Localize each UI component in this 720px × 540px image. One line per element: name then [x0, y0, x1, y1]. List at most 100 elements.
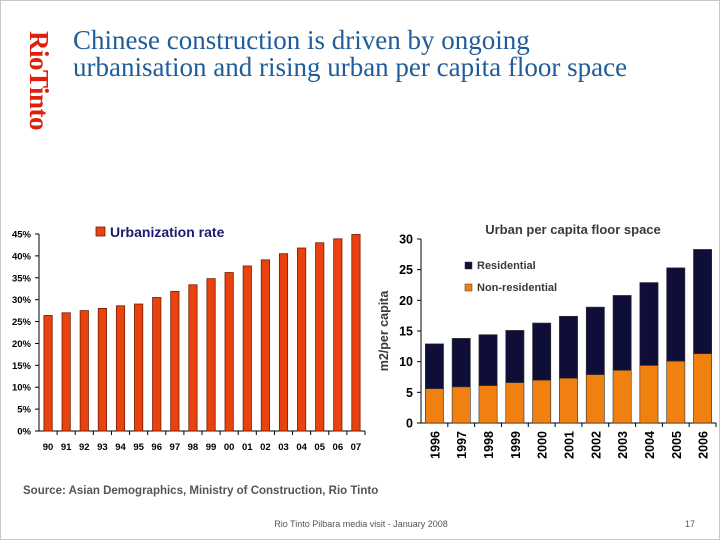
floor-space-chart: Urban per capita floor space 0 5 10 15 20 25 30…: [377, 222, 717, 459]
x-tick-label: 96: [151, 442, 162, 453]
x-tick-label: 06: [333, 442, 344, 453]
bar-urbanization: [260, 259, 270, 432]
bar-urbanization: [333, 238, 343, 432]
rio-tinto-logo: RioTinto: [19, 25, 59, 135]
bar-residential: [693, 249, 713, 354]
bar-urbanization: [188, 284, 198, 432]
y-tick-label: 10: [399, 355, 413, 369]
bar-residential: [612, 295, 632, 371]
x-tick-label: 93: [97, 442, 108, 453]
x-tick-label: 1999: [509, 431, 523, 459]
x-tick-label: 95: [133, 442, 144, 453]
bar-urbanization: [278, 253, 289, 432]
x-tick-label: 97: [170, 442, 181, 453]
chart-title: Urban per capita floor space: [485, 222, 661, 237]
bar-residential: [639, 282, 659, 366]
y-tick-label: 30: [399, 233, 413, 247]
y-tick-label: 35%: [12, 273, 32, 284]
x-tick-label: 1996: [428, 431, 442, 459]
x-tick-label: 94: [115, 442, 126, 453]
title-line-2: urbanisation and rising urban per capita…: [73, 52, 628, 82]
x-tick-label: 1998: [482, 431, 496, 459]
bar-non-residential: [532, 379, 552, 424]
bar-urbanization: [79, 310, 89, 432]
x-tick-label: 2006: [697, 431, 711, 459]
x-tick-label: 02: [260, 442, 271, 453]
bar-urbanization: [315, 242, 325, 432]
bar-urbanization: [242, 265, 252, 432]
y-tick-label: 15: [399, 325, 413, 339]
bar-residential: [666, 267, 686, 362]
y-tick-label: 15%: [12, 361, 32, 372]
legend-swatch-urbanization: [95, 226, 106, 237]
y-tick-label: 20%: [12, 339, 32, 350]
bar-residential: [424, 343, 444, 389]
legend-swatch-residential: [464, 261, 473, 270]
x-tick-label: 98: [188, 442, 199, 453]
y-tick-label: 25: [399, 263, 413, 277]
bar-residential: [532, 322, 552, 381]
y-tick-label: 25%: [12, 317, 32, 328]
x-tick-label: 00: [224, 442, 235, 453]
legend-label-residential: Residential: [477, 260, 536, 272]
x-tick-label: 2000: [536, 431, 550, 459]
bar-non-residential: [612, 369, 632, 424]
x-tick-label: 2004: [643, 431, 657, 459]
x-tick-label: 2005: [670, 431, 684, 459]
x-tick-label: 04: [296, 442, 307, 453]
y-tick-label: 0: [406, 417, 413, 431]
y-tick-label: 45%: [12, 230, 32, 241]
x-tick-label: 1997: [455, 431, 469, 459]
bar-non-residential: [505, 382, 525, 424]
x-tick-label: 03: [278, 442, 289, 453]
bar-urbanization: [152, 297, 162, 432]
bar-urbanization: [297, 247, 307, 432]
y-tick-label: 20: [399, 294, 413, 308]
x-tick-label: 05: [314, 442, 325, 453]
y-tick-label: 0%: [17, 427, 31, 438]
y-axis-label: m2/per capita: [377, 290, 391, 372]
bar-non-residential: [693, 353, 713, 424]
slide-title: Chinese construction is driven by ongoin…: [73, 27, 713, 81]
title-line-1: Chinese construction is driven by ongoin…: [73, 25, 530, 55]
bar-non-residential: [639, 365, 659, 424]
source-note: Source: Asian Demographics, Ministry of …: [23, 485, 379, 497]
x-tick-label: 01: [242, 442, 253, 453]
bar-residential: [559, 315, 578, 379]
x-tick-label: 07: [351, 442, 362, 453]
y-tick-label: 5%: [17, 405, 31, 416]
bar-residential: [478, 334, 498, 386]
bar-non-residential: [585, 374, 605, 424]
page-number: 17: [684, 519, 695, 529]
bar-non-residential: [451, 386, 471, 424]
bar-non-residential: [478, 385, 498, 424]
bar-residential: [451, 338, 471, 388]
legend-label-non-residential: Non-residential: [477, 282, 557, 294]
logo-text: RioTinto: [24, 30, 55, 130]
bar-non-residential: [666, 360, 686, 424]
y-tick-label: 5: [406, 386, 413, 400]
bar-urbanization: [61, 312, 71, 432]
x-tick-label: 99: [206, 442, 217, 453]
bar-urbanization: [351, 234, 361, 432]
footer: Rio Tinto Pilbara media visit - January …: [1, 519, 720, 533]
bar-residential: [585, 306, 605, 375]
bar-residential: [505, 330, 525, 383]
bar-urbanization: [170, 290, 180, 432]
legend-swatch-non-residential: [464, 283, 473, 292]
bar-non-residential: [559, 377, 578, 424]
x-tick-label: 2001: [563, 431, 577, 459]
bar-urbanization: [97, 308, 107, 432]
y-tick-label: 30%: [12, 295, 32, 306]
x-tick-label: 92: [79, 442, 90, 453]
bar-urbanization: [134, 303, 144, 432]
x-tick-label: 91: [61, 442, 72, 453]
urbanization-rate-chart: 0% 5% 10% 15% 20% 25% 30% 35% 40% 45% 90 91 92 93 94 95…: [12, 224, 366, 453]
y-tick-label: 10%: [12, 383, 32, 394]
x-tick-label: 2002: [589, 431, 603, 459]
footer-text: Rio Tinto Pilbara media visit - January …: [274, 519, 448, 529]
x-tick-label: 2003: [616, 431, 630, 459]
bar-urbanization: [206, 278, 216, 432]
bar-urbanization: [43, 315, 53, 432]
